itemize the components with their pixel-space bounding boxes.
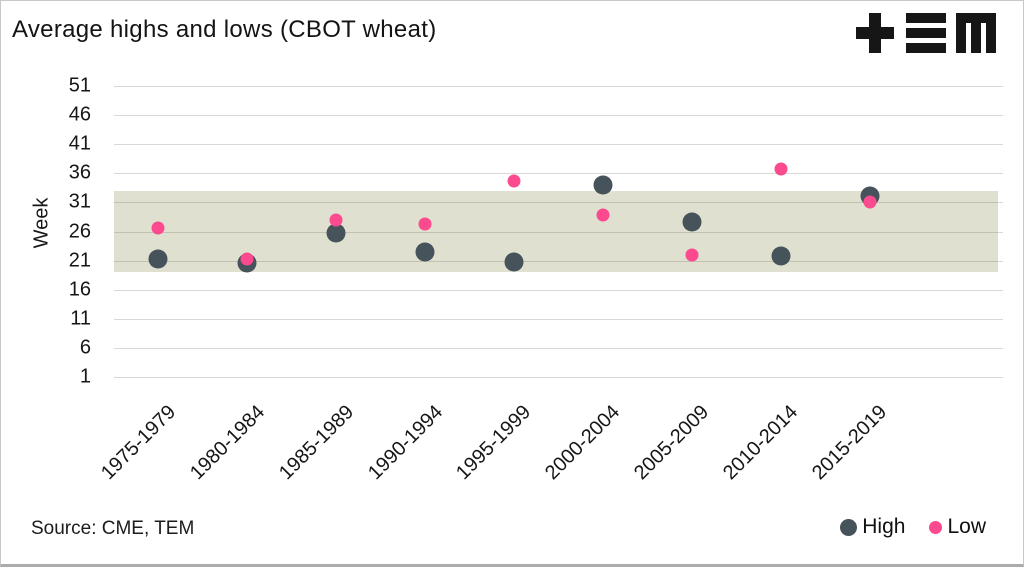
x-tick-label: 2010-2014 <box>719 401 803 485</box>
high-dot <box>771 246 791 266</box>
y-tick-label: 41 <box>68 132 91 155</box>
grid-line <box>114 231 1003 233</box>
y-tick-label: 31 <box>68 190 91 213</box>
legend-label-high: High <box>862 515 906 538</box>
low-dot <box>863 195 877 209</box>
y-axis-title: Week <box>30 197 53 249</box>
tem-logo <box>856 13 996 53</box>
low-dot <box>418 217 432 231</box>
grid-line <box>114 260 1003 262</box>
x-tick-label: 2000-2004 <box>541 401 625 485</box>
grid-line <box>114 144 1003 146</box>
low-dot <box>507 174 521 188</box>
legend-label-low: Low <box>947 515 986 538</box>
m-icon <box>956 13 996 53</box>
plus-icon <box>856 13 894 53</box>
y-tick-label: 1 <box>79 365 91 388</box>
high-dot <box>415 242 435 262</box>
y-tick-label: 46 <box>68 103 91 126</box>
low-dot <box>774 162 788 176</box>
y-tick-label: 6 <box>79 336 91 359</box>
source-note: Source: CME, TEM <box>31 518 195 539</box>
high-dot <box>682 212 702 232</box>
y-tick-label: 26 <box>68 220 91 242</box>
grid-line <box>114 377 1003 378</box>
y-tick-label: 16 <box>68 278 91 301</box>
high-dot <box>593 175 613 195</box>
low-dot <box>596 208 610 222</box>
grid-line <box>114 115 1003 117</box>
highlight-band <box>114 190 998 273</box>
y-tick-label: 51 <box>68 74 91 97</box>
x-tick-label: 2015-2019 <box>808 401 892 485</box>
high-dot <box>148 249 168 269</box>
low-dot <box>685 248 699 262</box>
x-tick-label: 1975-1979 <box>96 401 181 485</box>
y-tick-label: 11 <box>70 307 91 330</box>
x-tick-label: 1995-1999 <box>452 401 536 485</box>
legend-item-low: Low <box>929 515 986 539</box>
x-tick-label: 2005-2009 <box>630 401 714 485</box>
low-series-swatch <box>929 520 943 534</box>
low-dot <box>240 252 254 266</box>
grid-line <box>114 173 1003 175</box>
high-dot <box>326 223 346 243</box>
triple-bar-icon <box>906 13 946 53</box>
high-dot <box>504 252 524 272</box>
legend-item-high: High <box>840 515 905 539</box>
grid-line <box>114 347 1003 349</box>
low-dot <box>329 213 343 227</box>
high-series-swatch <box>840 518 858 536</box>
grid-line <box>114 86 1003 87</box>
x-tick-label: 1985-1989 <box>274 401 358 485</box>
grid-line <box>114 289 1003 291</box>
grid-line <box>114 318 1003 320</box>
low-dot <box>151 221 165 235</box>
chart-title: Average highs and lows (CBOT wheat) <box>12 16 437 43</box>
legend: High Low <box>840 515 986 539</box>
y-tick-label: 21 <box>68 249 91 272</box>
x-tick-label: 1990-1994 <box>363 401 447 485</box>
y-tick-label: 36 <box>68 161 91 184</box>
grid-line <box>114 202 1003 204</box>
x-tick-label: 1980-1984 <box>185 401 269 485</box>
